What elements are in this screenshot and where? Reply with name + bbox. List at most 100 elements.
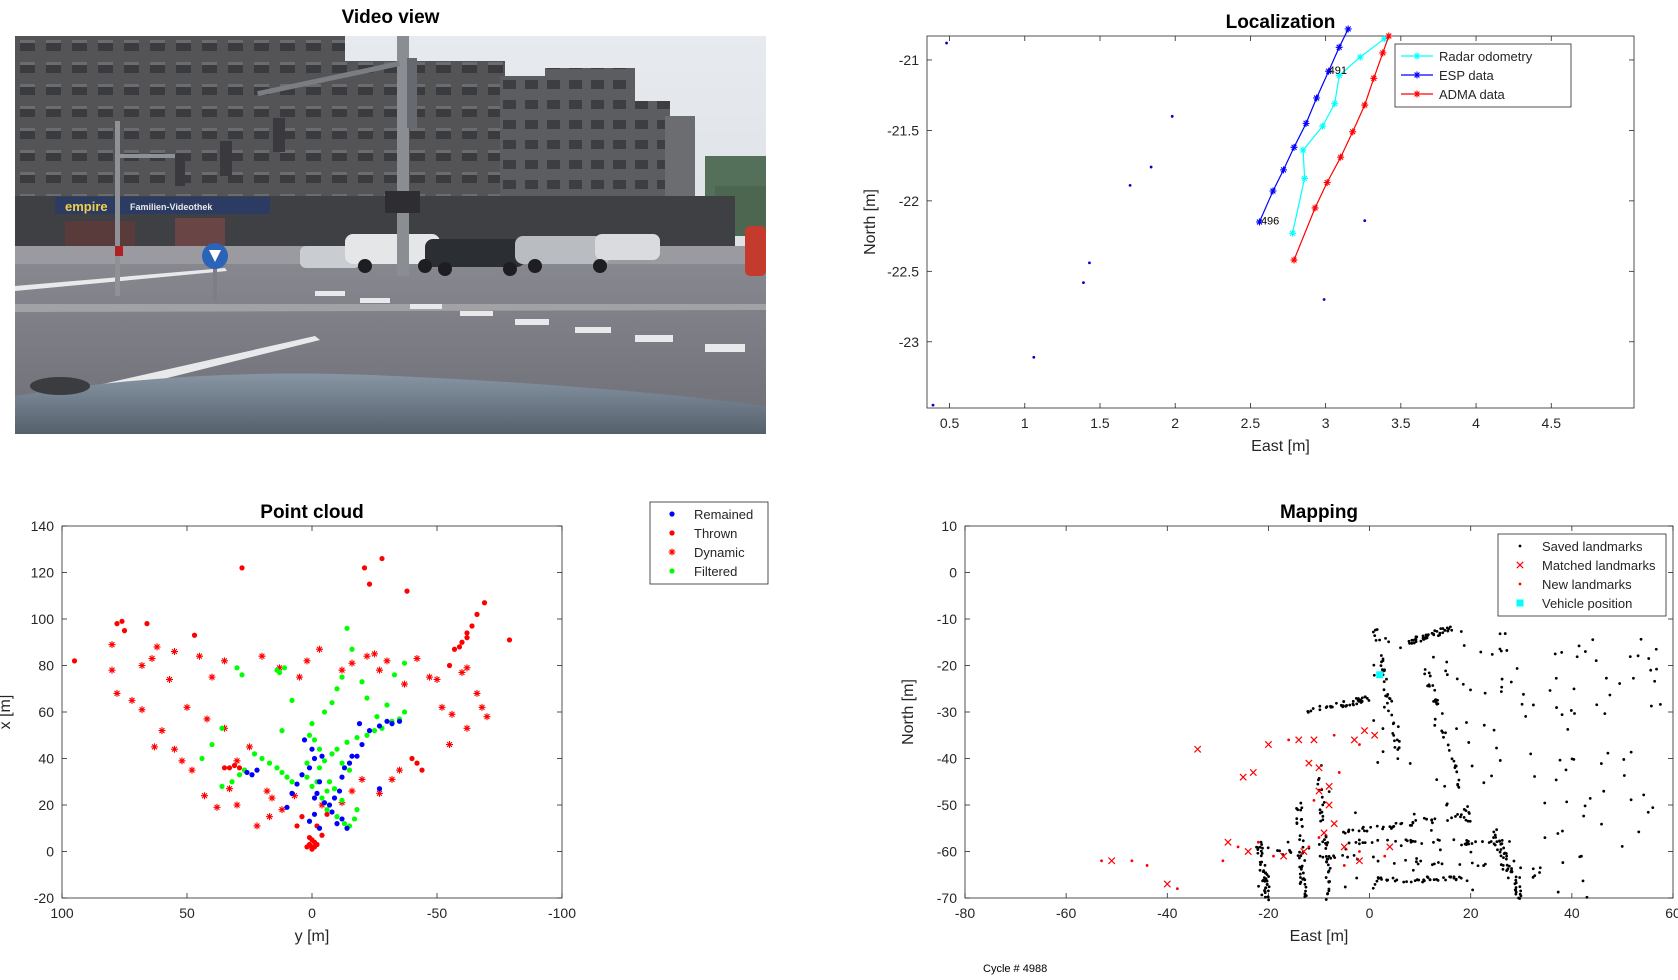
point_cloud-ytick-label: -20 (34, 890, 54, 906)
point-cloud-point (376, 666, 383, 674)
localization-landmark-point (1088, 261, 1091, 265)
mapping-saved-landmark (1569, 709, 1573, 712)
mapping-saved-landmark (1524, 714, 1528, 718)
mapping-saved-landmark (1365, 697, 1369, 700)
point-cloud-point (334, 814, 340, 820)
mapping-saved-landmark (1538, 871, 1541, 874)
localization-ytick-label: -21 (899, 52, 919, 68)
mapping-saved-landmark (1318, 808, 1322, 812)
mapping-saved-landmark (1653, 679, 1657, 683)
localization-series-point (1379, 49, 1387, 57)
mapping-saved-landmark (1490, 652, 1494, 656)
mapping-saved-landmark (1298, 882, 1302, 885)
point-cloud-point (341, 765, 348, 771)
mapping-saved-landmark (1393, 879, 1397, 883)
mapping-saved-landmark (1499, 854, 1503, 858)
mapping-saved-landmark (1427, 683, 1431, 687)
mapping-saved-landmark (1380, 878, 1383, 881)
point_cloud-title: Point cloud (260, 502, 363, 523)
mapping-new-landmark (1256, 840, 1260, 844)
mapping-saved-landmark (1347, 829, 1350, 833)
mapping-saved-landmark (1369, 825, 1373, 829)
mapping-saved-landmark (1499, 690, 1503, 694)
mapping-saved-landmark (1415, 860, 1418, 864)
point_cloud-ytick-label: 140 (31, 518, 55, 534)
mapping-saved-landmark (1348, 703, 1352, 707)
mapping-saved-landmark (1452, 875, 1456, 879)
mapping-saved-landmark (1655, 667, 1658, 671)
localization-series-point (1335, 43, 1343, 51)
mapping-saved-landmark (1311, 707, 1315, 710)
mapping-saved-landmark (1386, 838, 1389, 842)
localization-series-point (1313, 94, 1321, 102)
mapping-saved-landmark (1548, 689, 1552, 692)
point-cloud-point (278, 806, 286, 814)
mapping-saved-landmark (1301, 845, 1305, 849)
mapping-saved-landmark (1373, 628, 1377, 632)
mapping-saved-landmark (1391, 722, 1395, 726)
mapping-new-landmark (1332, 733, 1336, 737)
point-cloud-point (279, 728, 285, 734)
mapping-saved-landmark (1436, 879, 1440, 882)
mapping-saved-landmark (1304, 889, 1307, 893)
mapping-saved-landmark (1299, 867, 1303, 871)
mapping-saved-landmark (1295, 821, 1299, 825)
mapping-new-landmark (1176, 887, 1179, 891)
mapping-saved-landmark (1261, 870, 1265, 874)
mapping-saved-landmark (1384, 636, 1387, 640)
localization-series-point (1356, 53, 1364, 61)
point-cloud-point (359, 741, 365, 748)
mapping-saved-landmark (1425, 875, 1429, 879)
point-cloud-point (366, 581, 373, 587)
point-cloud-point (209, 741, 215, 748)
mapping-saved-landmark (1288, 848, 1291, 852)
mapping-saved-landmark (1405, 880, 1408, 884)
mapping-saved-landmark (1373, 634, 1377, 637)
mapping-saved-landmark (1600, 822, 1603, 826)
mapping-saved-landmark (1379, 664, 1383, 668)
mapping-saved-landmark (1397, 739, 1401, 743)
mapping-saved-landmark (1514, 881, 1518, 885)
mapping-saved-landmark (1471, 888, 1475, 892)
mapping-vehicle-position (1376, 671, 1384, 679)
localization-landmark-point (931, 403, 935, 407)
mapping-saved-landmark (1430, 631, 1434, 635)
mapping-new-landmark (1130, 859, 1134, 863)
point-cloud-point (183, 703, 191, 711)
mapping-saved-landmark (1636, 654, 1640, 658)
mapping-saved-landmark (1321, 840, 1325, 844)
point-cloud-point (331, 795, 338, 801)
mapping-saved-landmark (1498, 647, 1502, 651)
mapping-saved-landmark (1512, 859, 1516, 863)
localization-xtick-label: 3.5 (1391, 415, 1411, 431)
point-cloud-point (219, 725, 225, 731)
mapping-saved-landmark (1259, 840, 1263, 844)
mapping-saved-landmark (1494, 835, 1498, 839)
point-cloud-point (319, 753, 325, 759)
mapping-saved-landmark (1304, 885, 1308, 889)
mapping-saved-landmark (1454, 764, 1457, 768)
point-cloud-point (284, 804, 290, 810)
mapping-saved-landmark (1355, 702, 1359, 706)
localization-chart: 0.5 1 1.5 2 2.5 3 3.5 4 4.5 -21 -21.5 -22 -22.5 -23 Lo… (862, 12, 1635, 455)
mapping-saved-landmark (1298, 856, 1301, 860)
point-cloud-point (114, 621, 120, 627)
mapping-saved-landmark (1573, 712, 1576, 715)
mapping-ytick-label: -70 (937, 890, 957, 906)
mapping-ytick-label: -30 (937, 704, 957, 720)
mapping-saved-landmark (1430, 818, 1434, 822)
mapping-saved-landmark (1362, 829, 1366, 833)
mapping-saved-landmark (1440, 712, 1444, 715)
mapping-saved-landmark (1429, 828, 1433, 832)
mapping-saved-landmark (1260, 860, 1264, 864)
mapping-saved-landmark (1628, 655, 1632, 659)
mapping-saved-landmark (1377, 877, 1380, 880)
mapping-saved-landmark (1298, 872, 1302, 876)
localization-xtick-label: 1 (1021, 415, 1029, 431)
mapping-saved-landmark (1437, 861, 1440, 864)
mapping-saved-landmark (1423, 668, 1427, 671)
point-cloud-point (314, 790, 320, 796)
mapping-saved-landmark (1394, 839, 1397, 843)
mapping-matched-landmark (1315, 764, 1323, 772)
mapping-saved-landmark (1380, 668, 1384, 672)
